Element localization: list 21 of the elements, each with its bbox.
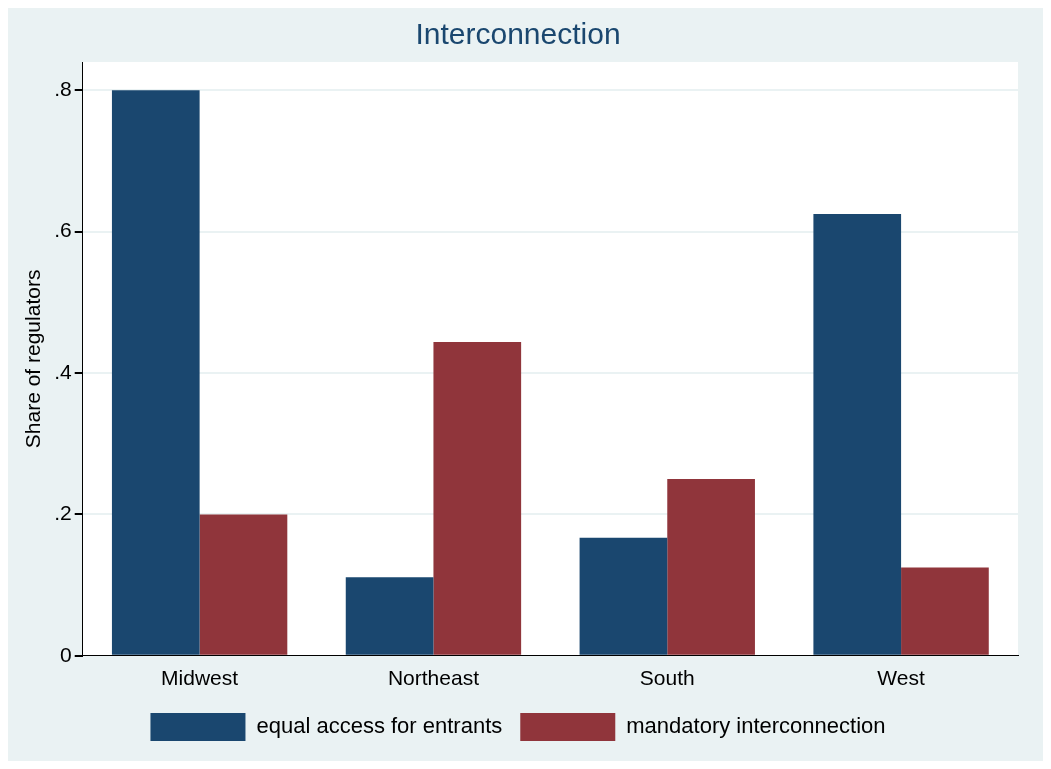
x-tick-label: South [639,666,695,690]
y-axis-title: Share of regulators [21,269,45,449]
legend-label: mandatory interconnection [626,713,886,739]
bar [813,213,902,655]
y-tick-label: 0 [60,642,72,666]
y-tick-label: .6 [54,218,72,242]
bar [111,90,200,655]
y-tick-label: .4 [54,359,73,383]
bar [199,514,288,655]
bar [433,341,522,655]
bar [579,537,668,655]
x-tick-label: West [877,666,925,690]
bar [901,567,989,655]
x-tick-label: Midwest [161,666,239,690]
x-tick-label: Northeast [387,666,480,690]
chart-title: Interconnection [415,17,621,51]
y-tick-label: .2 [54,501,72,525]
bar [667,479,755,655]
y-tick-label: .8 [54,77,72,101]
bar [345,577,434,655]
legend-label: equal access for entrants [256,713,503,739]
